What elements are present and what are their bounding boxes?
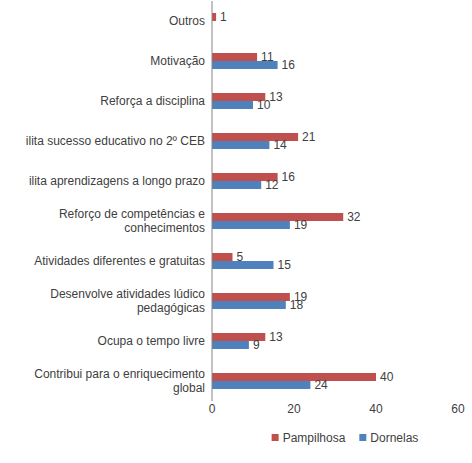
bar [212,53,257,61]
bar [212,381,310,389]
category-label-line: Ocupa o tempo livre [98,334,206,348]
data-label: 40 [380,370,394,384]
tick-label: 0 [209,402,216,416]
bar [212,181,261,189]
category-label: Atividades diferentes e gratuitas [34,254,205,268]
data-label: 21 [302,130,316,144]
category-label-line: conhecimentos [124,221,205,235]
category-label-line: Desenvolve atividades lúdico [50,287,205,301]
data-label: 14 [273,138,287,152]
data-label: 9 [253,338,260,352]
category-label: Motivação [150,54,205,68]
category-label-line: Motivação [150,54,205,68]
legend-label: Pampilhosa [283,431,346,445]
data-label: 13 [269,330,283,344]
bar [212,373,376,381]
data-label: 16 [282,58,296,72]
legend-label: Dornelas [370,431,418,445]
bars [212,13,376,389]
data-label: 15 [278,258,292,272]
chart: 4013195321621131112491815191214101602040… [0,0,472,463]
category-label-line: ilita sucesso educativo no 2º CEB [26,134,205,148]
category-label: Outros [169,14,205,28]
category-label: Contribui para o enriquecimentoglobal [34,367,205,395]
data-label: 16 [282,170,296,184]
data-label: 24 [314,378,328,392]
tick-label: 40 [369,402,383,416]
category-label-line: ilita aprendizagens a longo prazo [29,174,205,188]
tick-label: 20 [287,402,301,416]
category-label-line: Reforça a disciplina [100,94,205,108]
category-label: ilita sucesso educativo no 2º CEB [26,134,205,148]
bar [212,221,290,229]
legend: Pampilhosa Dornelas [272,431,419,445]
category-axis [212,1,213,401]
data-label: 32 [347,210,361,224]
bar [212,13,216,21]
category-label: Reforça a disciplina [100,94,205,108]
bar [212,301,286,309]
data-label: 10 [257,98,271,112]
data-label: 12 [265,178,279,192]
data-label: 13 [269,90,283,104]
bar [212,341,249,349]
category-label: ilita aprendizagens a longo prazo [29,174,205,188]
category-label: Reforço de competências econhecimentos [59,207,205,235]
data-labels: 40131953216211311124918151912141016 [220,10,394,392]
data-label: 19 [294,218,308,232]
category-label-line: Reforço de competências e [59,207,205,221]
bar [212,293,290,301]
data-label: 5 [237,250,244,264]
data-label: 18 [290,298,304,312]
legend-swatch [359,434,366,441]
category-label-line: Contribui para o enriquecimento [34,367,205,381]
data-label: 11 [261,50,274,64]
data-label: 1 [220,10,227,24]
category-label: Ocupa o tempo livre [98,334,206,348]
bar [212,213,343,221]
category-label-line: global [173,381,205,395]
category-label-line: pedagógicas [137,301,205,315]
bar [212,253,233,261]
category-label-line: Outros [169,14,205,28]
category-label-line: Atividades diferentes e gratuitas [34,254,205,268]
legend-swatch [272,434,279,441]
category-label: Desenvolve atividades lúdicopedagógicas [50,287,205,315]
tick-label: 60 [451,402,465,416]
bar [212,101,253,109]
bar [212,141,269,149]
